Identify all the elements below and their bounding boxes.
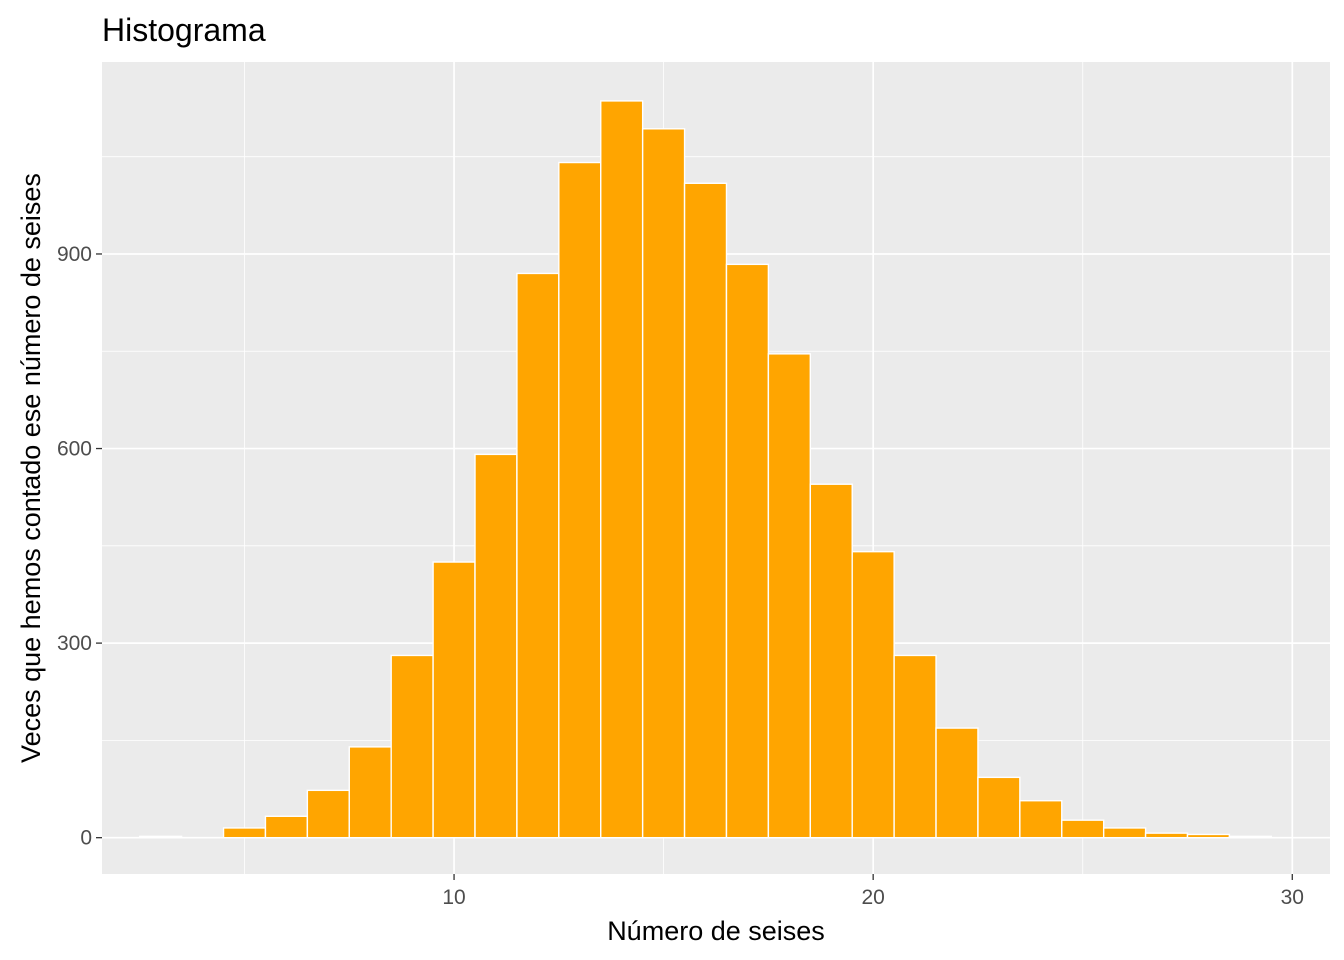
histogram-bar: [851, 550, 895, 839]
y-tick-label: 600: [57, 438, 92, 461]
histogram-bars: [139, 100, 1273, 839]
y-axis: 0 300 600 900: [57, 243, 102, 850]
histogram-bar: [139, 835, 183, 839]
histogram-bar: [1144, 832, 1189, 839]
x-tick-label: 20: [861, 886, 884, 909]
x-tick-label: 30: [1281, 886, 1304, 909]
histogram-bar: [893, 654, 937, 839]
histogram-bar: [1061, 819, 1105, 839]
histogram-bar: [348, 746, 392, 839]
x-axis-title: Número de seises: [607, 916, 825, 946]
chart-title: Histograma: [102, 12, 266, 48]
histogram-bar: [1228, 835, 1273, 839]
histogram-bar: [222, 827, 267, 839]
x-axis: 10 20 30: [442, 874, 1304, 909]
histogram-bar: [432, 561, 476, 839]
histogram-bar: [474, 453, 518, 839]
histogram-bar: [725, 263, 770, 839]
histogram-bar: [1186, 833, 1231, 839]
histogram-bar: [264, 815, 309, 839]
histogram-bar: [935, 727, 979, 839]
histogram-bar: [977, 776, 1021, 839]
y-tick-label: 0: [80, 827, 92, 850]
histogram-bar: [306, 789, 350, 839]
histogram-bar: [809, 483, 853, 839]
histogram-bar: [683, 182, 728, 839]
y-axis-title: Veces que hemos contado ese número de se…: [16, 173, 46, 763]
histogram-bar: [390, 654, 434, 839]
histogram-bar: [1019, 800, 1063, 839]
histogram-bar: [600, 100, 644, 839]
histogram-bar: [641, 128, 686, 839]
y-tick-label: 300: [57, 632, 92, 655]
histogram-bar: [516, 272, 560, 839]
y-tick-label: 900: [57, 243, 92, 266]
x-tick-label: 10: [442, 886, 465, 909]
histogram-bar: [1102, 827, 1147, 839]
histogram-bar: [767, 353, 812, 839]
histogram-bar: [558, 161, 602, 839]
